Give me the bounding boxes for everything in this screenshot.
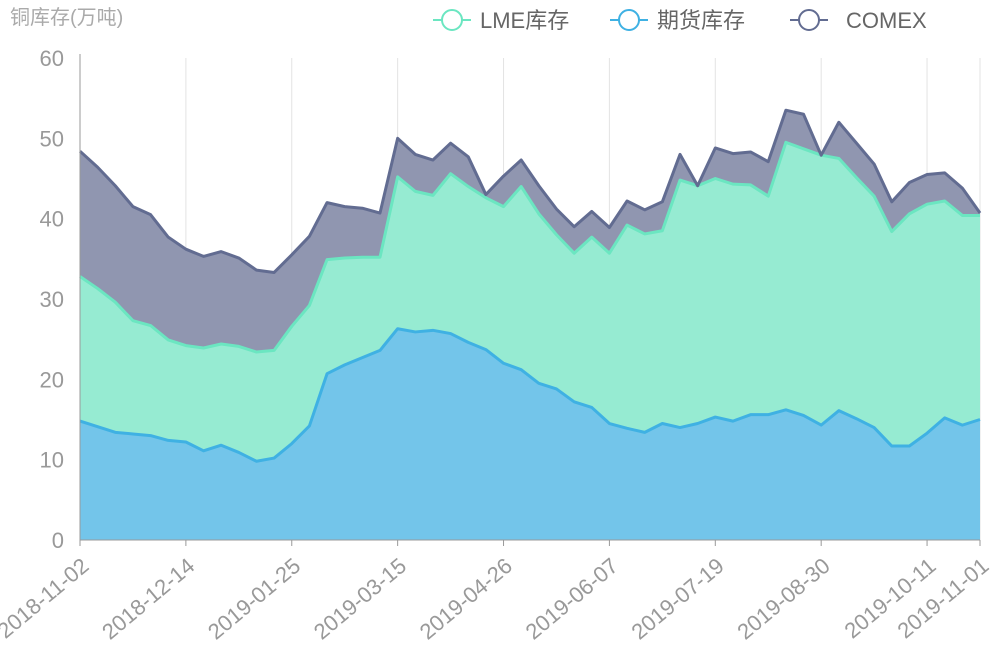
legend-item-comex[interactable]: COMEX — [790, 8, 927, 33]
line-series-1 — [79, 140, 980, 354]
y-axis-unit-label: 铜库存(万吨) — [10, 6, 123, 29]
legend: LME库存 期货库存 COMEX — [433, 8, 927, 33]
line-series-2 — [78, 108, 982, 274]
x-tick-label-7: 2019-08-30 — [732, 553, 834, 644]
legend-marker-icon — [798, 9, 820, 31]
x-tick-label-5: 2019-06-07 — [521, 553, 623, 644]
areas — [80, 110, 980, 540]
series-lines — [78, 108, 982, 463]
legend-item-futures[interactable]: 期货库存 — [610, 8, 745, 33]
y-tick-label-4: 40 — [40, 207, 64, 232]
x-tick-label-0: 2018-11-02 — [0, 553, 93, 643]
y-tick-label-5: 50 — [40, 126, 64, 151]
y-tick-label-0: 0 — [52, 528, 64, 553]
x-tick-label-6: 2019-07-19 — [627, 553, 729, 644]
y-tick-label-1: 10 — [40, 448, 64, 473]
y-tick-label-3: 30 — [40, 287, 64, 312]
y-tick-label-6: 60 — [40, 46, 64, 71]
x-tick-label-4: 2019-04-26 — [415, 553, 517, 644]
legend-label-futures: 期货库存 — [657, 8, 745, 33]
x-tick-label-2: 2019-01-25 — [203, 553, 305, 644]
area-series-2 — [80, 110, 980, 353]
area-series-0 — [80, 328, 980, 540]
legend-marker-icon — [618, 9, 640, 31]
x-tick-label-3: 2019-03-15 — [309, 553, 411, 644]
line-series-0 — [79, 327, 981, 463]
x-tick-label-1: 2018-12-14 — [97, 553, 199, 644]
legend-label-comex: COMEX — [846, 8, 927, 33]
y-tick-label-2: 20 — [40, 367, 64, 392]
area-series-1 — [80, 142, 980, 462]
legend-item-lme[interactable]: LME库存 — [433, 8, 569, 33]
legend-marker-icon — [441, 9, 463, 31]
legend-label-lme: LME库存 — [480, 8, 569, 33]
